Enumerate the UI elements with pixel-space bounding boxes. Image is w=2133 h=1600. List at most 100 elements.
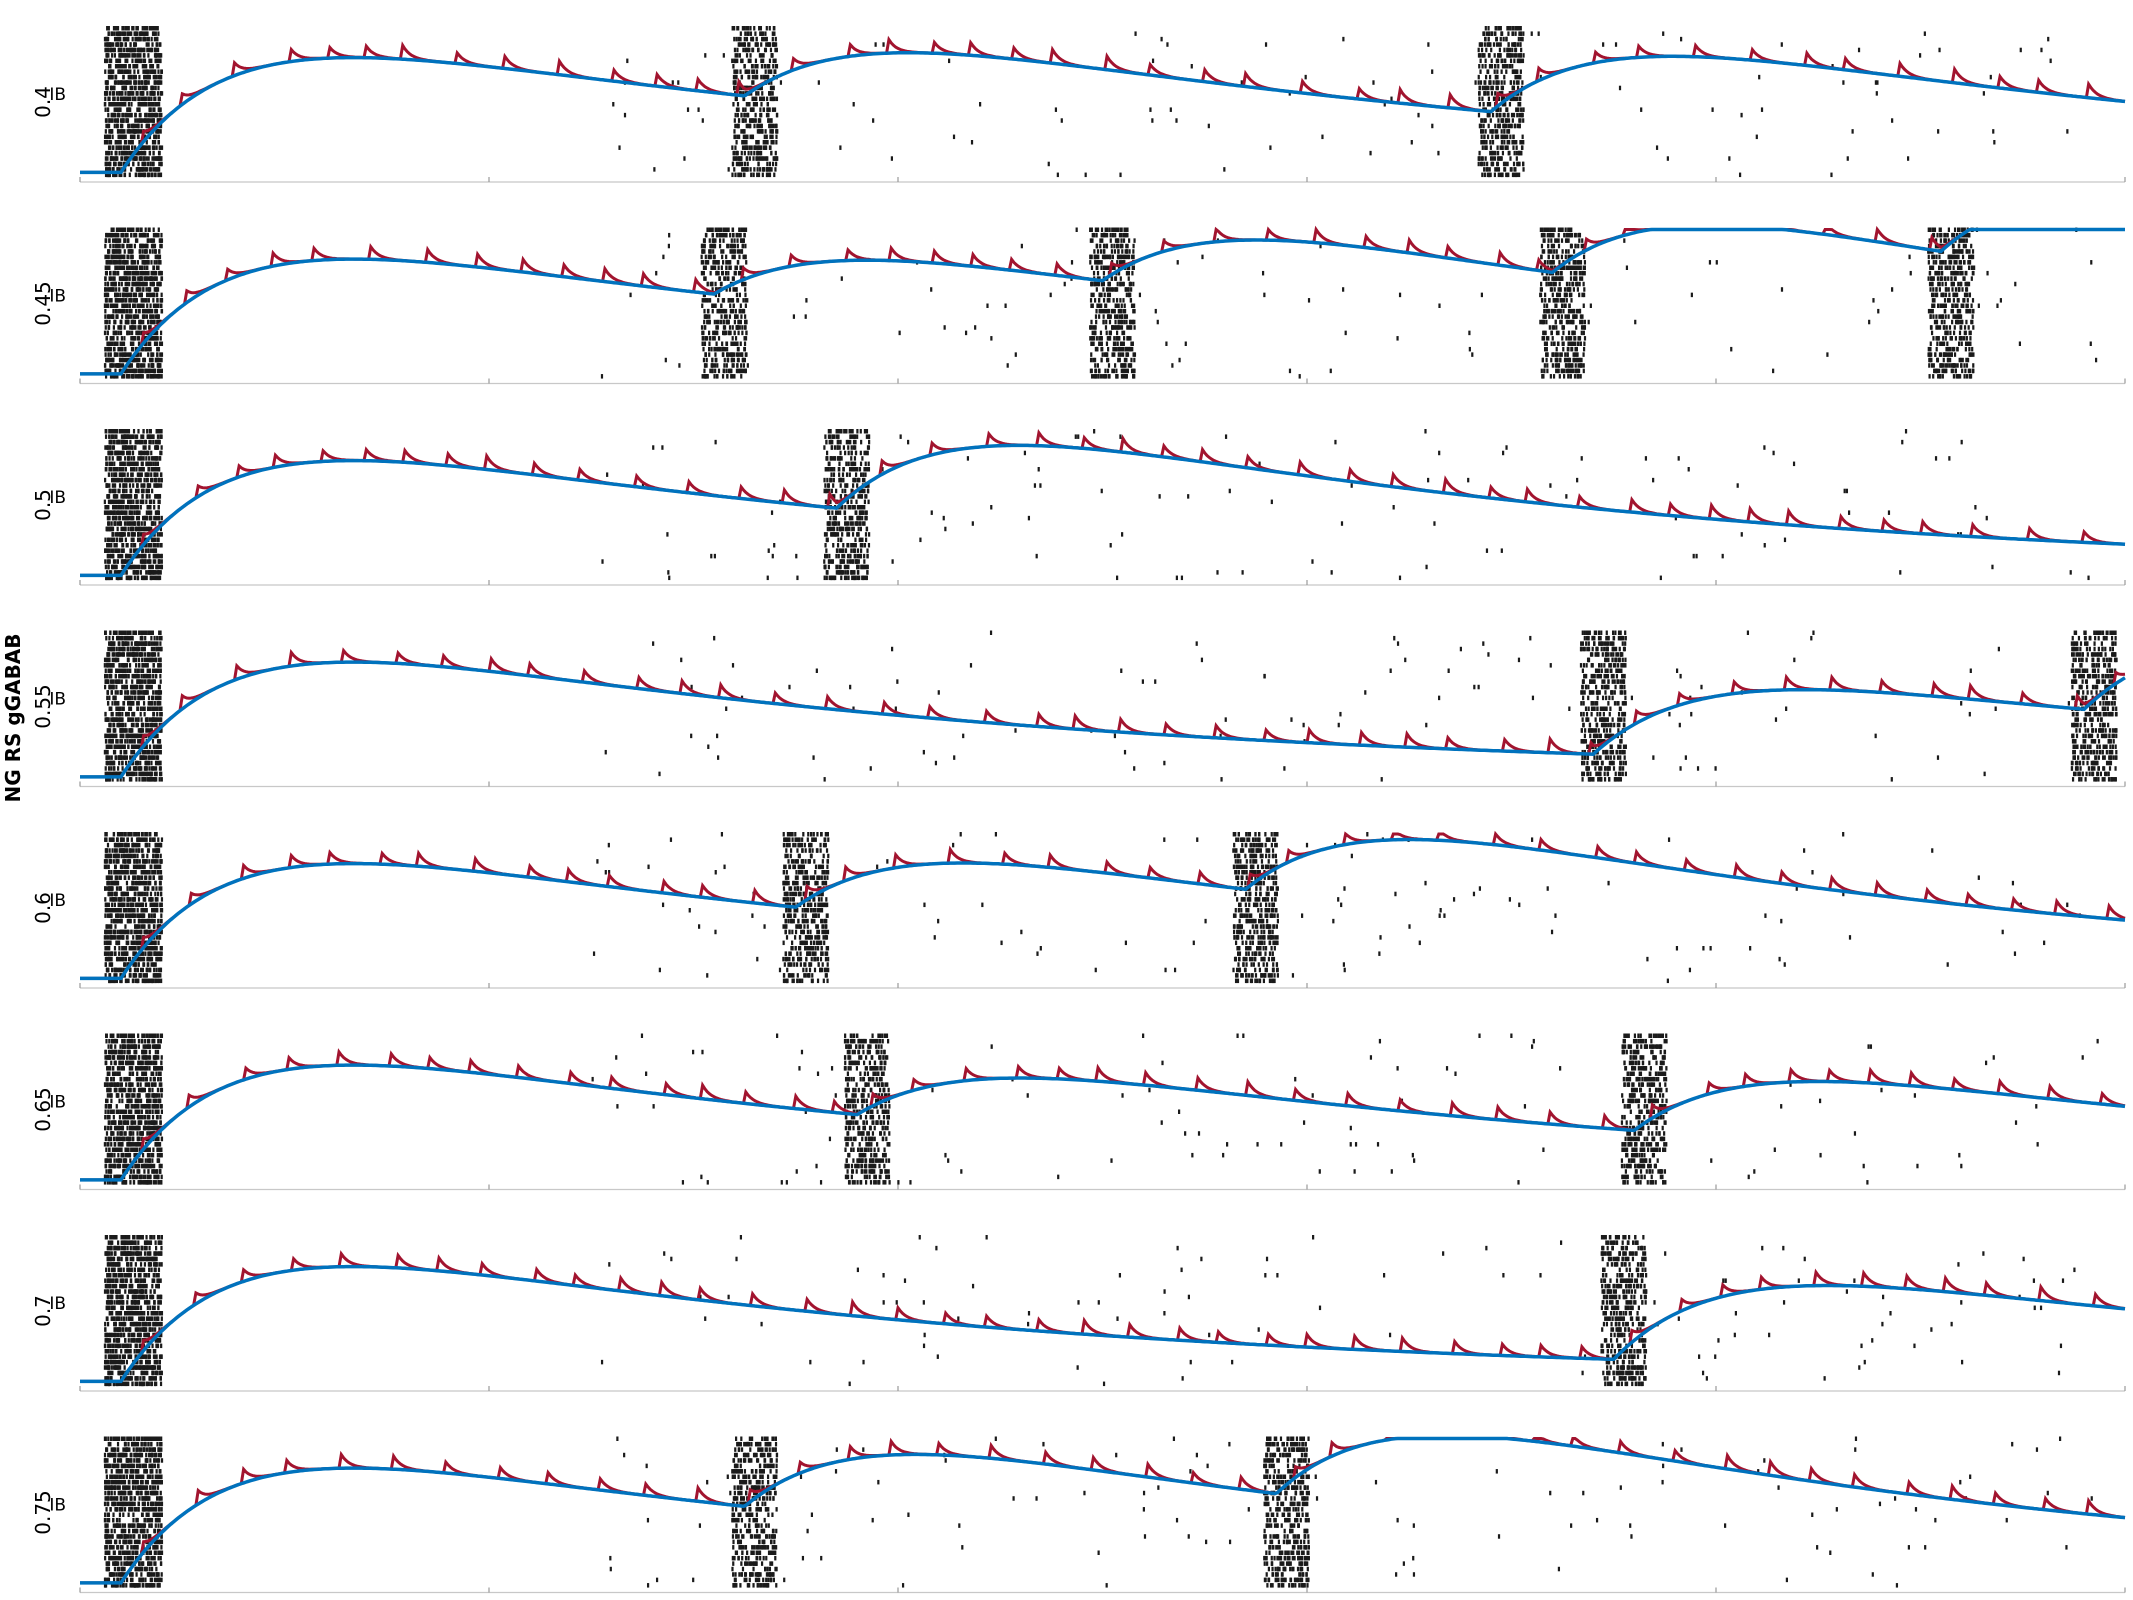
spike-mark — [1497, 118, 1500, 123]
spike-mark — [1552, 260, 1555, 265]
spike-mark — [745, 123, 748, 129]
spike-mark — [759, 167, 762, 172]
spike-mark — [106, 85, 109, 91]
spike-mark — [742, 118, 745, 123]
spike-mark — [738, 308, 741, 314]
spike-mark — [756, 64, 759, 69]
spike-mark — [156, 346, 159, 352]
spike-mark — [1517, 53, 1520, 58]
spike-mark — [1106, 254, 1110, 260]
spike-mark — [1130, 287, 1133, 292]
spike-mark — [1120, 232, 1123, 238]
spike-mark — [1519, 36, 1523, 42]
spike-mark — [131, 330, 134, 336]
spike-mark — [768, 118, 771, 123]
spike-mark — [1518, 150, 1521, 156]
spike-mark — [120, 129, 124, 134]
spike-mark — [119, 145, 123, 150]
spike-mark — [152, 102, 155, 107]
spike-mark — [115, 91, 118, 96]
spike-mark — [1486, 134, 1490, 140]
spike-mark — [1497, 80, 1500, 85]
spike-mark — [111, 129, 114, 134]
spike-mark — [133, 80, 136, 85]
spike-mark — [121, 91, 124, 96]
spike-mark — [704, 352, 707, 357]
spike-mark — [153, 276, 157, 281]
spike-mark — [148, 292, 152, 298]
spike-mark — [116, 260, 119, 265]
spike-mark — [1518, 31, 1521, 36]
spike-mark — [713, 330, 717, 336]
spike-mark — [1126, 227, 1129, 232]
spike-mark — [1560, 303, 1564, 308]
spike-mark — [702, 270, 705, 276]
spike-mark — [149, 64, 152, 69]
spike-mark — [1509, 167, 1512, 172]
spike-mark — [1932, 336, 1935, 341]
spike-mark — [1541, 336, 1544, 341]
spike-mark — [1506, 161, 1509, 167]
spike-mark — [119, 292, 122, 298]
spike-mark — [737, 156, 740, 161]
spike-mark — [108, 74, 111, 80]
spike-mark — [109, 368, 112, 374]
spike-mark — [147, 319, 150, 325]
spike-mark — [117, 254, 120, 260]
spike-mark — [1544, 298, 1547, 303]
spike-mark — [127, 227, 130, 232]
spike-mark — [146, 374, 149, 379]
spike-mark — [120, 53, 123, 58]
spike-mark — [1129, 336, 1132, 341]
spike-mark — [145, 249, 148, 254]
spike-mark — [157, 107, 160, 112]
spike-mark — [1581, 238, 1584, 243]
spike-mark — [735, 232, 738, 238]
spike-mark — [128, 243, 131, 249]
spike-mark — [1105, 330, 1108, 336]
spike-mark — [776, 129, 779, 134]
spike-mark — [114, 150, 117, 156]
spike-mark — [130, 341, 134, 346]
spike-mark — [1484, 118, 1487, 123]
spike-mark — [112, 91, 116, 96]
spike-mark — [1516, 26, 1519, 31]
spike-mark — [111, 336, 115, 341]
spike-mark — [157, 85, 160, 91]
spike-mark — [138, 281, 142, 287]
spike-mark — [1499, 26, 1502, 31]
spike-mark — [143, 243, 147, 249]
spike-mark — [1561, 249, 1564, 254]
spike-mark — [123, 140, 127, 145]
spike-mark — [154, 58, 157, 64]
spike-mark — [1662, 31, 1665, 36]
spike-mark — [721, 341, 724, 346]
spike-mark — [149, 308, 152, 314]
spike-mark — [129, 270, 132, 276]
spike-mark — [722, 368, 725, 374]
spike-mark — [130, 265, 133, 270]
spike-mark — [1100, 281, 1104, 287]
spike-mark — [137, 118, 140, 123]
spike-mark — [1111, 325, 1115, 330]
spike-mark — [775, 42, 778, 47]
spike-mark — [1478, 64, 1481, 69]
spike-mark — [741, 58, 744, 64]
spike-mark — [105, 53, 109, 58]
spike-mark — [1938, 352, 1942, 357]
spike-mark — [1554, 319, 1557, 325]
spike-mark — [121, 357, 125, 363]
spike-mark — [127, 374, 131, 379]
spike-mark — [152, 238, 156, 243]
spike-mark — [744, 107, 747, 112]
spike-mark — [116, 64, 119, 69]
spike-mark — [736, 58, 739, 64]
spike-mark — [1115, 330, 1119, 336]
spike-mark — [623, 112, 627, 118]
spike-mark — [147, 161, 150, 167]
spike-mark — [1581, 276, 1584, 281]
spike-mark — [148, 107, 151, 112]
spike-mark — [151, 249, 154, 254]
spike-mark — [157, 150, 161, 156]
spike-mark — [1570, 368, 1573, 374]
